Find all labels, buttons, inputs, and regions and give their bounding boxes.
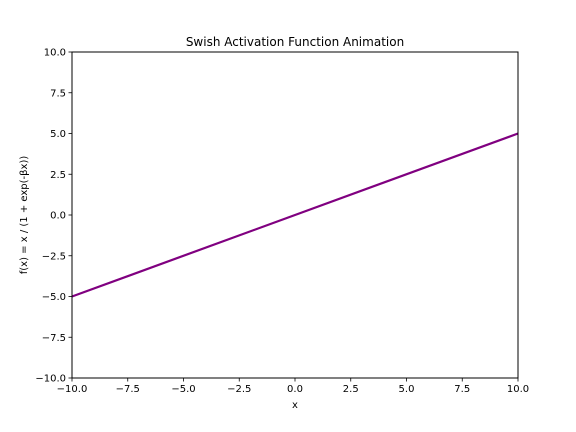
chart-title: Swish Activation Function Animation — [186, 35, 404, 49]
y-axis: −10.0 −7.5 −5.0 −2.5 0.0 2.5 5.0 7.5 10.0 — [35, 48, 72, 385]
y-tick-label: 5.0 — [50, 129, 66, 140]
y-tick-label: 7.5 — [50, 88, 66, 99]
y-tick-label: 10.0 — [44, 48, 66, 59]
x-tick-label: −10.0 — [57, 384, 88, 395]
series-line-0 — [71, 132, 519, 298]
y-tick-label: 2.5 — [50, 170, 66, 181]
x-tick-label: 2.5 — [343, 384, 359, 395]
x-tick-label: 7.5 — [454, 384, 470, 395]
y-axis-label: f(x) = x / (1 + exp(-βx)) — [19, 156, 30, 275]
x-tick-label: 5.0 — [399, 384, 415, 395]
y-tick-label: −5.0 — [42, 292, 66, 303]
x-axis: −10.0 −7.5 −5.0 −2.5 0.0 2.5 5.0 7.5 10.0 — [57, 378, 529, 395]
x-tick-label: −7.5 — [116, 384, 140, 395]
y-tick-label: −10.0 — [35, 374, 66, 385]
x-axis-label: x — [292, 400, 298, 411]
x-tick-label: −5.0 — [171, 384, 195, 395]
y-tick-label: 0.0 — [50, 211, 66, 222]
x-tick-label: 10.0 — [507, 384, 529, 395]
y-tick-label: −2.5 — [42, 251, 66, 262]
y-tick-label: −7.5 — [42, 333, 66, 344]
plot-area — [71, 132, 519, 298]
x-tick-label: 0.0 — [287, 384, 303, 395]
x-tick-label: −2.5 — [227, 384, 251, 395]
